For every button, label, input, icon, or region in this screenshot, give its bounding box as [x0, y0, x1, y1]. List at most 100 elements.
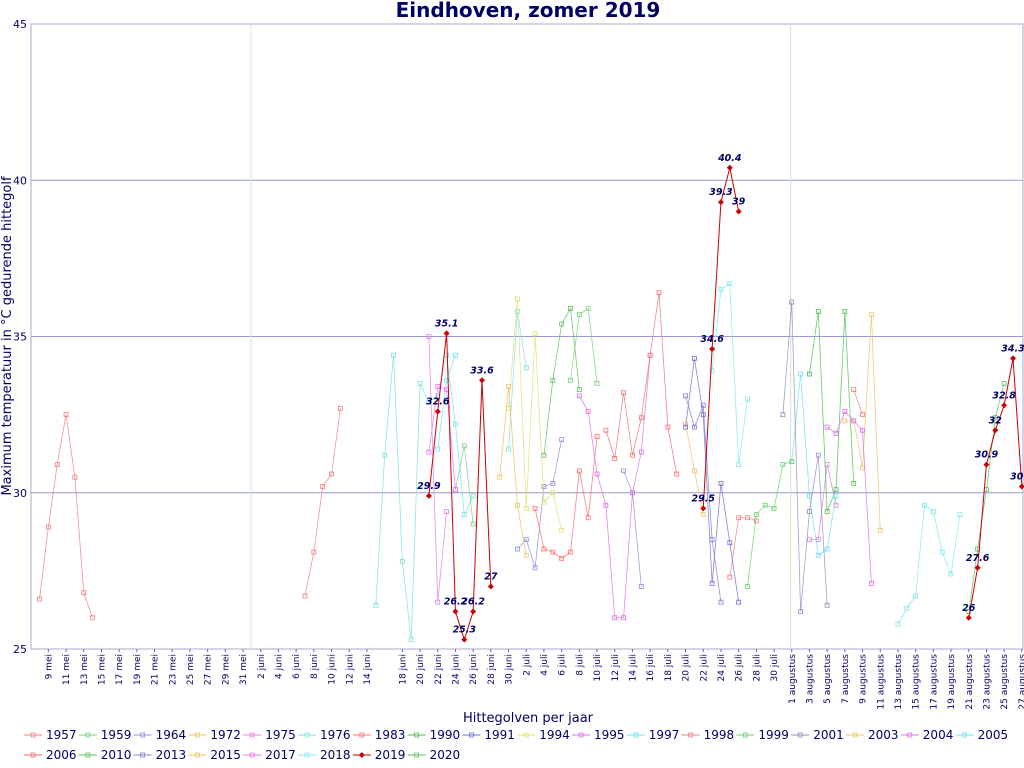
x-tick-label: 17 mei	[115, 654, 125, 685]
legend-label: 1998	[704, 728, 735, 742]
data-point	[709, 346, 716, 352]
data-point	[709, 368, 715, 374]
series-line	[534, 436, 598, 559]
data-label: 27	[484, 572, 498, 583]
legend-item-2013: 2013	[133, 748, 186, 762]
x-tick-label: 25 augustus	[1000, 654, 1010, 710]
series-line	[747, 461, 792, 587]
x-tick-label: 24 juli	[717, 654, 727, 682]
x-tick-label: 14 juli	[628, 654, 638, 682]
data-point	[798, 609, 803, 614]
data-point	[904, 605, 910, 611]
data-point	[576, 387, 582, 393]
legend-label: 1991	[484, 728, 515, 742]
y-tick-label: 35	[13, 331, 27, 344]
data-point	[594, 471, 600, 477]
series-line	[685, 358, 740, 603]
x-tick-label: 26 juli	[735, 654, 745, 682]
series-line	[853, 389, 863, 415]
series-line	[685, 423, 704, 515]
series-line	[791, 373, 837, 556]
legend-item-2018: 2018	[298, 748, 351, 762]
series-line	[711, 282, 748, 465]
data-point	[683, 424, 688, 430]
data-point	[974, 564, 981, 571]
y-tick-label: 25	[13, 643, 27, 656]
data-label: 33.6	[470, 365, 494, 376]
series-2018	[709, 280, 963, 627]
data-point	[435, 446, 441, 452]
data-point	[815, 452, 821, 458]
data-point	[487, 583, 494, 590]
data-point	[630, 452, 635, 458]
legend-label: 1999	[758, 728, 789, 742]
legend-label: 2015	[210, 748, 241, 762]
data-point	[470, 493, 476, 499]
data-point	[692, 424, 697, 430]
y-tick-label: 30	[13, 487, 27, 500]
data-point	[860, 427, 865, 433]
data-point	[523, 365, 529, 371]
x-tick-label: 31 mei	[239, 654, 249, 685]
x-tick-label: 20 juni	[416, 654, 426, 685]
data-point	[559, 527, 565, 533]
data-point	[302, 593, 308, 599]
x-tick-label: 9 mei	[44, 654, 54, 679]
legend-item-1959: 1959	[78, 728, 131, 742]
series-line	[437, 355, 456, 450]
legend-item-1990: 1990	[407, 728, 461, 742]
legend-item-2006: 2006	[24, 748, 77, 762]
series-line	[844, 314, 881, 531]
legend-label: 2017	[265, 748, 296, 762]
legend-item-1994: 1994	[517, 728, 570, 742]
data-point	[550, 377, 556, 383]
data-point	[965, 614, 972, 621]
data-point	[1018, 483, 1024, 490]
data-point	[638, 584, 644, 589]
data-point	[824, 602, 830, 608]
legend-item-2004: 2004	[900, 728, 953, 742]
series-line	[508, 311, 527, 450]
data-point	[700, 512, 706, 518]
data-label: 30.9	[975, 450, 999, 461]
x-tick-label: 12 juni	[345, 654, 355, 685]
data-point	[337, 405, 343, 411]
data-point	[718, 480, 724, 486]
data-point	[948, 571, 954, 577]
data-label: 26	[962, 603, 976, 614]
series-line	[685, 395, 722, 603]
legend-item-1972: 1972	[188, 728, 241, 742]
data-point	[140, 752, 146, 758]
data-point	[585, 305, 591, 311]
data-point	[753, 518, 759, 524]
data-point	[638, 449, 644, 455]
data-point	[426, 449, 432, 455]
series-line	[455, 445, 474, 525]
series-line	[605, 292, 678, 475]
data-point	[726, 164, 733, 171]
legend-label: 1990	[430, 728, 461, 742]
series-2004	[824, 409, 874, 586]
legend-label: 1995	[594, 728, 625, 742]
data-point	[852, 732, 858, 738]
legend-item-1997: 1997	[626, 728, 679, 742]
data-point	[745, 396, 750, 402]
legend-item-1998: 1998	[681, 728, 735, 742]
data-point	[523, 505, 529, 511]
data-point	[700, 402, 706, 408]
x-tick-label: 25 mei	[186, 654, 196, 685]
data-point	[30, 752, 36, 758]
series-line	[968, 383, 1005, 612]
series-line	[809, 464, 837, 541]
data-point	[869, 580, 874, 586]
data-point	[930, 509, 936, 514]
x-tick-label: 14 juni	[363, 654, 373, 685]
x-tick-label: 4 juli	[540, 654, 550, 676]
data-point	[37, 596, 42, 602]
data-point	[45, 524, 51, 530]
data-label: 29.5	[692, 493, 716, 504]
data-point	[452, 608, 459, 615]
x-tick-label: 15 mei	[97, 654, 107, 685]
data-point	[842, 409, 848, 414]
series-2015	[497, 384, 529, 558]
